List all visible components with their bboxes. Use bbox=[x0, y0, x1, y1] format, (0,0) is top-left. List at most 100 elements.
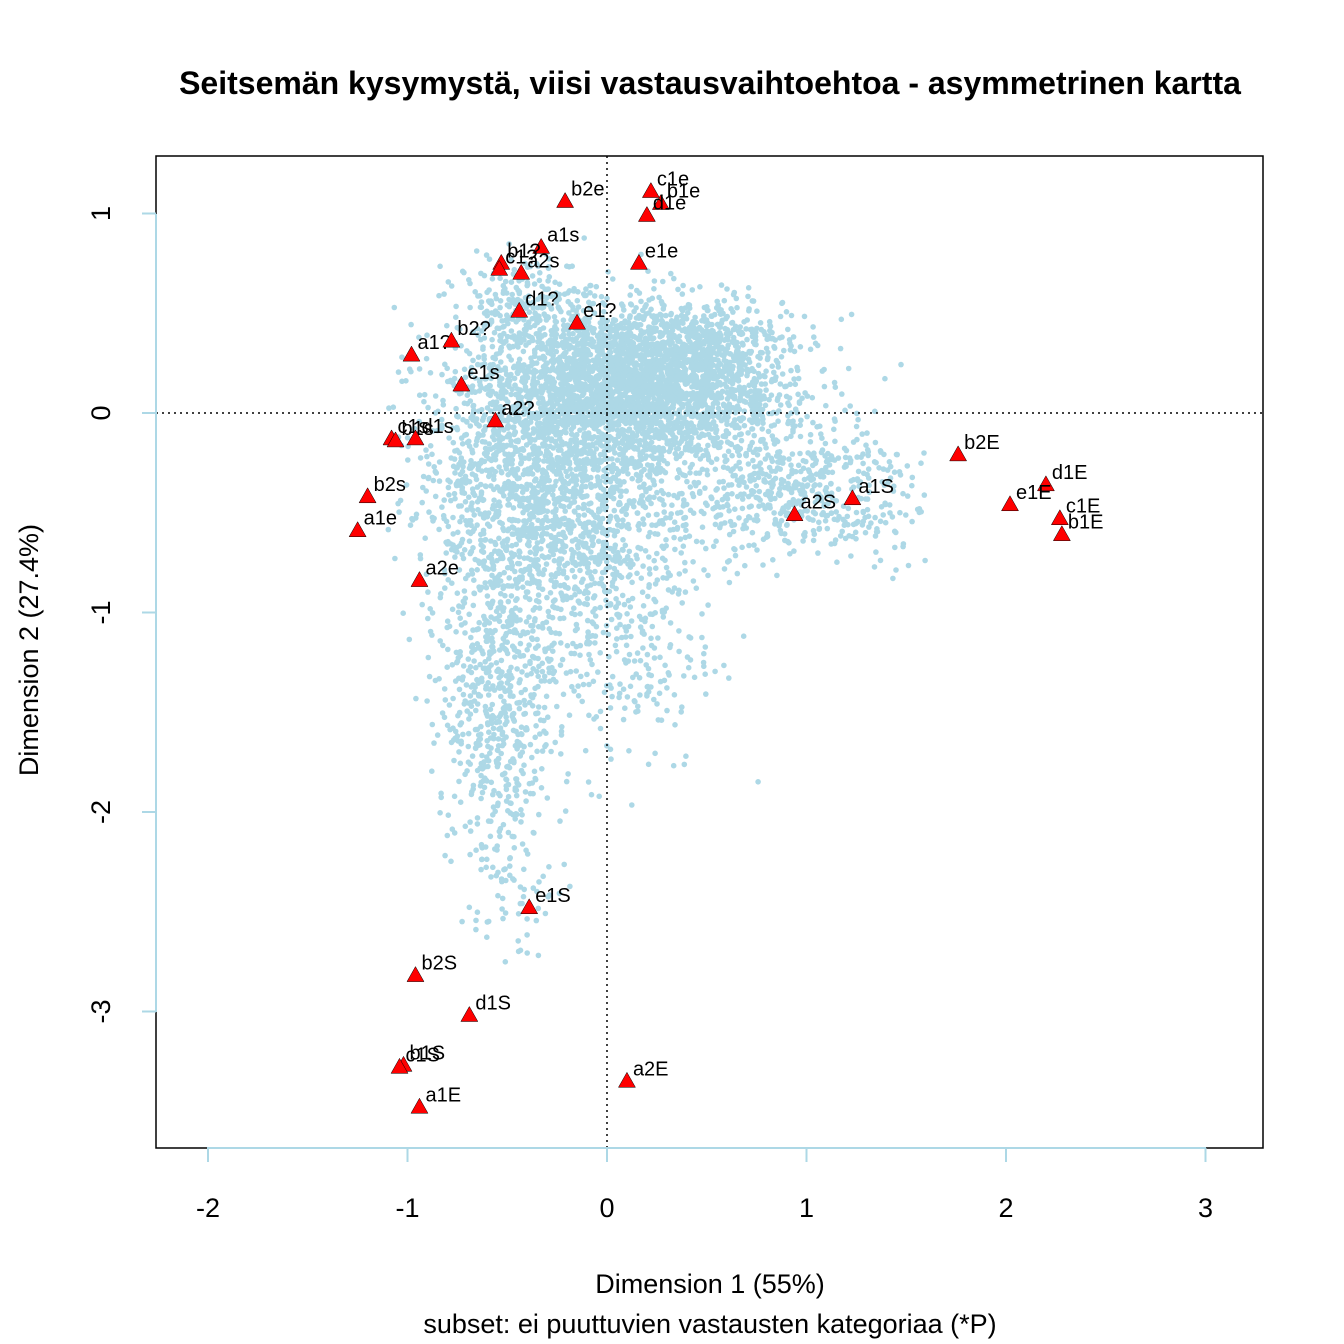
row-point bbox=[539, 520, 545, 527]
row-point bbox=[605, 343, 611, 349]
row-point bbox=[785, 326, 791, 333]
row-point bbox=[595, 357, 602, 363]
row-point bbox=[698, 352, 705, 359]
row-point bbox=[501, 427, 507, 433]
row-point bbox=[576, 551, 582, 558]
row-point bbox=[627, 372, 634, 379]
row-point bbox=[479, 468, 485, 474]
row-point bbox=[745, 285, 752, 291]
row-point bbox=[627, 292, 633, 298]
row-point bbox=[621, 372, 627, 378]
row-point bbox=[618, 397, 625, 404]
row-point bbox=[542, 373, 548, 379]
row-point bbox=[552, 418, 559, 425]
row-point bbox=[504, 333, 511, 340]
row-point bbox=[614, 413, 620, 419]
row-point bbox=[443, 550, 450, 556]
row-point bbox=[562, 508, 568, 514]
row-point bbox=[701, 510, 707, 517]
row-point bbox=[627, 420, 634, 427]
row-point bbox=[499, 446, 506, 453]
row-point bbox=[701, 432, 708, 439]
row-point bbox=[690, 321, 697, 327]
row-point bbox=[576, 466, 583, 472]
row-point bbox=[506, 383, 512, 390]
row-point bbox=[668, 318, 675, 324]
row-point bbox=[470, 545, 476, 551]
row-point bbox=[496, 535, 502, 542]
row-point bbox=[732, 417, 738, 423]
row-point bbox=[561, 515, 568, 522]
row-point bbox=[619, 592, 626, 599]
row-point bbox=[556, 531, 562, 538]
row-point bbox=[536, 411, 543, 417]
row-point bbox=[683, 527, 689, 534]
row-point bbox=[569, 394, 576, 401]
row-point bbox=[396, 509, 402, 515]
row-point bbox=[589, 619, 595, 625]
row-point bbox=[417, 552, 424, 558]
row-point bbox=[792, 381, 799, 388]
row-point bbox=[651, 596, 657, 603]
row-point bbox=[667, 527, 673, 533]
row-point bbox=[550, 360, 556, 366]
row-point bbox=[476, 422, 482, 429]
row-point bbox=[561, 398, 568, 405]
row-point bbox=[824, 525, 831, 532]
row-point bbox=[667, 620, 674, 626]
row-point bbox=[475, 506, 481, 513]
row-point bbox=[722, 520, 728, 526]
row-point bbox=[528, 521, 535, 528]
row-point bbox=[524, 470, 531, 477]
row-point bbox=[721, 485, 727, 491]
row-point bbox=[468, 567, 475, 574]
row-point bbox=[709, 495, 715, 502]
row-point bbox=[750, 382, 757, 389]
row-point bbox=[436, 478, 443, 484]
row-point bbox=[704, 323, 710, 330]
row-point bbox=[466, 443, 473, 450]
row-point bbox=[511, 375, 518, 382]
row-point bbox=[597, 351, 603, 358]
row-point bbox=[731, 289, 738, 296]
row-point bbox=[679, 600, 685, 606]
row-point bbox=[615, 470, 622, 477]
row-point bbox=[439, 504, 445, 510]
row-point bbox=[699, 327, 705, 334]
row-point bbox=[795, 391, 801, 398]
row-point bbox=[674, 526, 680, 532]
row-point bbox=[641, 443, 648, 450]
row-point bbox=[699, 539, 705, 545]
row-point bbox=[590, 522, 597, 528]
row-point bbox=[620, 335, 627, 342]
row-point bbox=[578, 579, 585, 585]
row-point bbox=[584, 346, 590, 353]
row-point bbox=[520, 348, 527, 355]
row-point bbox=[705, 602, 711, 608]
row-point bbox=[406, 366, 413, 373]
row-point bbox=[461, 366, 468, 373]
row-point bbox=[686, 375, 693, 382]
row-point bbox=[476, 388, 483, 394]
row-point bbox=[468, 457, 474, 464]
row-point bbox=[651, 365, 658, 372]
row-point bbox=[637, 437, 643, 444]
row-point bbox=[599, 346, 605, 353]
row-point bbox=[646, 428, 653, 435]
row-point bbox=[541, 420, 548, 427]
row-point bbox=[446, 435, 452, 441]
row-point bbox=[541, 458, 547, 464]
row-point bbox=[614, 457, 621, 463]
row-point bbox=[595, 410, 601, 416]
row-point bbox=[615, 388, 621, 395]
row-point bbox=[671, 425, 678, 432]
row-point bbox=[554, 516, 561, 523]
row-point bbox=[459, 468, 466, 475]
row-point bbox=[592, 514, 599, 521]
row-point bbox=[751, 432, 757, 439]
row-point bbox=[725, 342, 731, 349]
row-point bbox=[723, 384, 730, 390]
row-point bbox=[438, 591, 444, 597]
row-point bbox=[544, 524, 550, 531]
row-point bbox=[567, 444, 573, 451]
